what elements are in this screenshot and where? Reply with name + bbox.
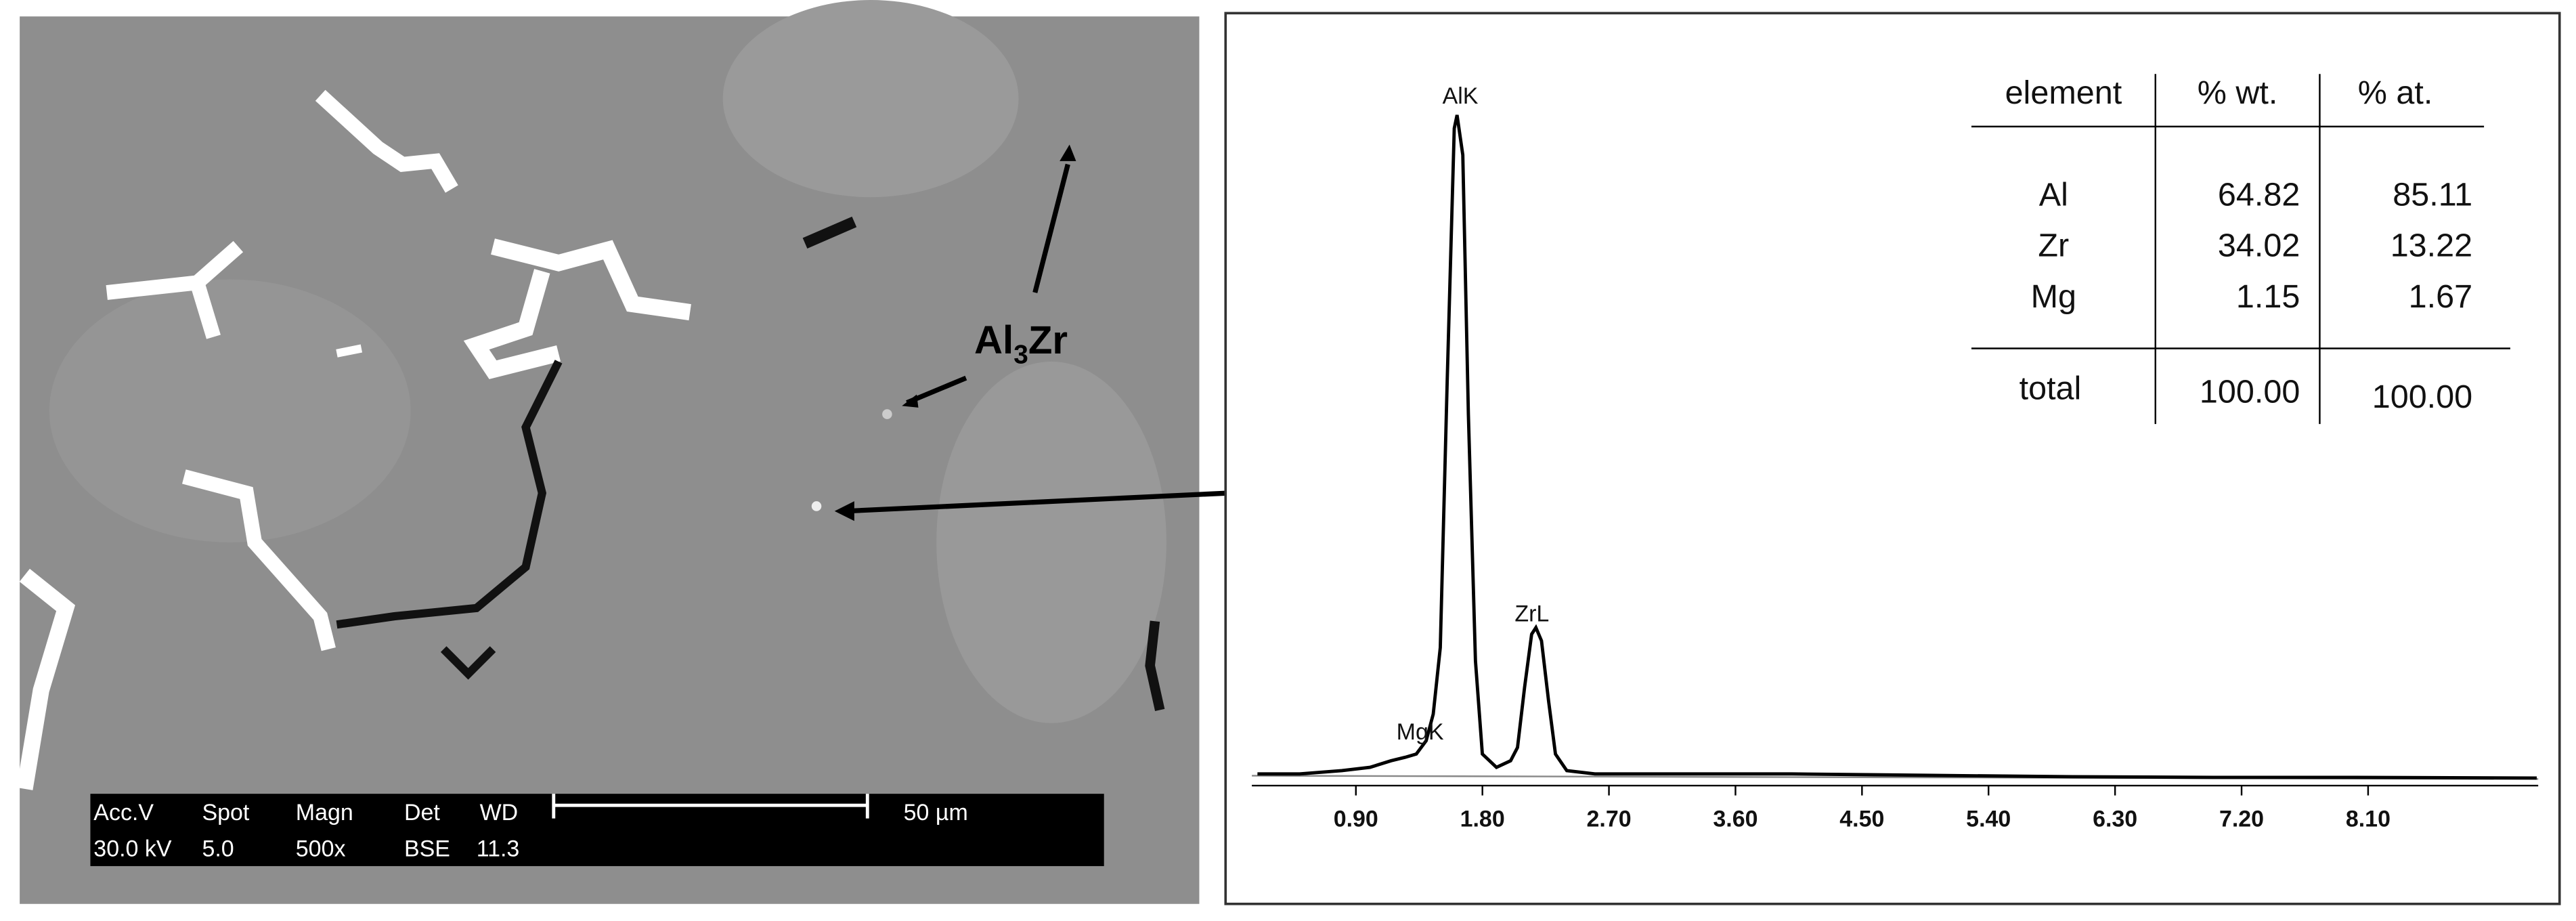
composition-table: element % wt. % at. Al 64.82 85.11 Zr 34.02 13.2… (1971, 74, 2510, 425)
label-sub: 3 (1013, 340, 1028, 369)
x-tick-label: 2.70 (1587, 807, 1632, 832)
table-cell: 85.11 (2393, 176, 2472, 213)
x-tick-label: 6.30 (2093, 807, 2137, 832)
table-cell: 13.22 (2391, 228, 2472, 264)
table-total: 100.00 (2372, 379, 2472, 415)
x-tick-label: 0.90 (1334, 807, 1378, 832)
table-cell: 64.82 (2218, 176, 2300, 213)
scale-info: BSE (404, 836, 450, 861)
scale-info: Spot (202, 800, 249, 826)
table-cell: 34.02 (2218, 228, 2300, 264)
label-main: Al (974, 318, 1013, 362)
x-tick-label: 4.50 (1839, 807, 1884, 832)
x-tick-label: 5.40 (1966, 807, 2011, 832)
peak-label: MgK (1397, 719, 1444, 745)
scale-info: 11.3 (477, 836, 520, 861)
table-header: % wt. (2198, 74, 2278, 111)
peak-label: AlK (1443, 83, 1479, 109)
scale-info: 5.0 (202, 836, 234, 861)
table-total: total (2020, 370, 2082, 407)
table-header: % at. (2358, 74, 2433, 111)
scale-info: 30.0 kV (93, 836, 172, 861)
scale-length: 50 µm (904, 800, 968, 826)
label-rest: Zr (1028, 318, 1068, 362)
scale-bar: Acc.V Spot Magn Det WD 30.0 kV 5.0 500x BSE 11.3 (93, 800, 519, 861)
phase-label: Al3Zr (974, 318, 1068, 370)
table-header: element (2005, 74, 2122, 111)
scale-info: 500x (296, 836, 346, 861)
scale-info: Det (404, 800, 440, 826)
table-total: 100.00 (2200, 374, 2300, 410)
x-tick-label: 3.60 (1713, 807, 1758, 832)
scale-info: WD (480, 800, 519, 826)
scale-info: Magn (296, 800, 353, 826)
table-cell: Mg (2031, 278, 2076, 315)
table-cell: Al (2039, 176, 2068, 213)
table-cell: 1.67 (2409, 278, 2472, 315)
micrograph: Al3Zr Acc.V Spot Magn Det WD 30.0 kV 5.0 500x BS… (16, 0, 1229, 904)
spectrum-frame (1224, 12, 2561, 905)
spectrum-line (1257, 114, 2537, 780)
x-tick-label: 8.10 (2346, 807, 2391, 832)
scale-info: Acc.V (93, 800, 154, 826)
peak-label: ZrL (1514, 601, 1549, 626)
spectrum: 0.90 1.80 2.70 3.60 4.50 5.40 6.30 7.20 8.10 (1257, 114, 2537, 832)
x-tick-label: 7.20 (2219, 807, 2264, 832)
x-tick-label: 1.80 (1460, 807, 1505, 832)
table-cell: Zr (2038, 228, 2069, 264)
table-cell: 1.15 (2236, 278, 2300, 315)
